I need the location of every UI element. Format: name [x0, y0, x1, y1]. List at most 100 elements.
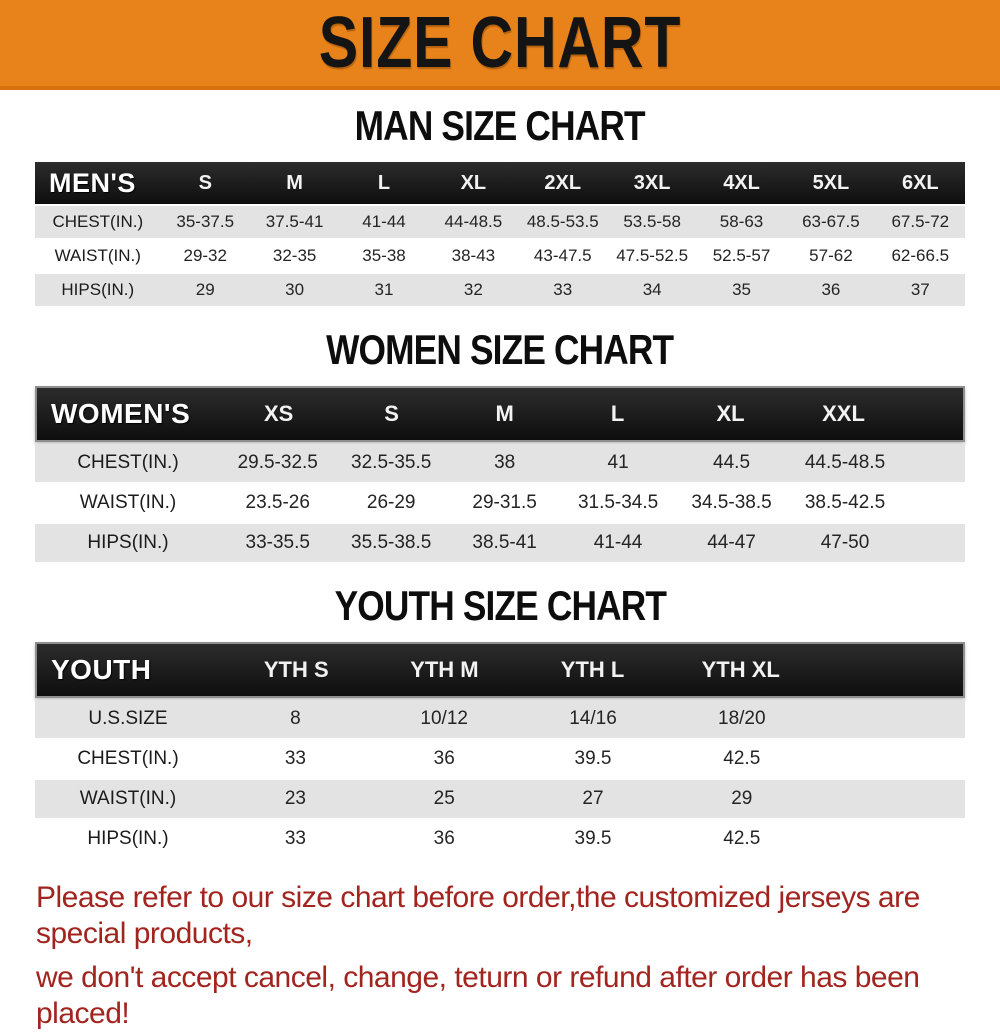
row-filler [816, 780, 965, 818]
measurement-value: 44-48.5 [444, 212, 503, 232]
measurement-value: 53.5-58 [623, 212, 681, 232]
row-label: HIPS(IN.) [87, 828, 169, 850]
size-column-header: XL [716, 401, 745, 427]
measurement-value: 67.5-72 [891, 212, 950, 232]
section-title-wrap: WOMEN SIZE CHART [0, 326, 1000, 374]
footer-notice: Please refer to our size chart before or… [36, 880, 1000, 1032]
row-label: CHEST(IN.) [52, 212, 144, 232]
row-filler [816, 700, 965, 738]
measurement-value: 43-47.5 [533, 246, 592, 266]
measurement-value: 27 [582, 788, 604, 810]
measurement-value: 35-37.5 [176, 212, 235, 232]
section-title: WOMEN SIZE CHART [326, 326, 674, 374]
measurement-value: 41-44 [593, 532, 643, 554]
size-chart-section: WOMEN SIZE CHART WOMEN'S XS S M L XL XXL CHEST(I… [0, 326, 1000, 563]
row-filler [902, 524, 965, 562]
table-category-label: MEN'S [49, 167, 136, 198]
measurement-value: 41 [607, 452, 629, 474]
measurement-value: 35.5-38.5 [351, 532, 432, 554]
measurement-value: 23 [284, 788, 306, 810]
measurement-value: 47.5-52.5 [616, 246, 689, 266]
table-header-row: WOMEN'S XS S M L XL XXL [35, 386, 965, 443]
measurement-value: 42.5 [723, 828, 761, 850]
table-row: HIPS(IN.) 33 36 39.5 42.5 [35, 820, 965, 859]
row-filler [902, 484, 965, 522]
measurement-value: 25 [433, 788, 455, 810]
measurement-value: 36 [821, 280, 841, 300]
measurement-value: 36 [433, 748, 455, 770]
size-chart-sections: MAN SIZE CHART MEN'S S M L XL 2XL 3XL 4XL 5XL 6XL C… [0, 102, 1000, 859]
notice-line-1: Please refer to our size chart before or… [36, 881, 920, 951]
size-column-header: YTH XL [701, 657, 780, 683]
header-filler [815, 644, 963, 696]
table-category-label: WOMEN'S [51, 398, 191, 430]
measurement-value: 39.5 [574, 748, 612, 770]
size-column-header: M [495, 401, 514, 427]
measurement-value: 38 [494, 452, 516, 474]
table-row: HIPS(IN.) 29 30 31 32 33 34 35 36 37 [35, 274, 965, 307]
table-row: WAIST(IN.) 23.5-26 26-29 29-31.5 31.5-34.5 34… [35, 484, 965, 523]
size-column-header: 3XL [633, 171, 671, 194]
measurement-value: 26-29 [366, 492, 416, 514]
measurement-value: 29 [731, 788, 753, 810]
size-column-header: YTH M [410, 657, 479, 683]
size-column-header: XS [263, 401, 294, 427]
table-row: WAIST(IN.) 23 25 27 29 [35, 780, 965, 819]
table-row: HIPS(IN.) 33-35.5 35.5-38.5 38.5-41 41-44 44-… [35, 524, 965, 563]
size-column-header: XXL [822, 401, 865, 427]
measurement-value: 30 [285, 280, 305, 300]
table-header-row: YOUTH YTH S YTH M YTH L YTH XL [35, 642, 965, 699]
measurement-value: 32.5-35.5 [351, 452, 432, 474]
measurement-value: 29-32 [183, 246, 227, 266]
measurement-value: 35 [732, 280, 751, 300]
size-column-header: 5XL [812, 171, 850, 194]
size-table: YOUTH YTH S YTH M YTH L YTH XL U.S.SIZE 8 10/12… [35, 642, 965, 859]
measurement-value: 34.5-38.5 [691, 492, 772, 514]
measurement-value: 38.5-42.5 [804, 492, 886, 514]
measurement-value: 8 [290, 708, 301, 730]
size-column-header: M [286, 171, 303, 194]
size-column-header: 4XL [723, 171, 760, 194]
table-row: CHEST(IN.) 29.5-32.5 32.5-35.5 38 41 44.5 44.5… [35, 444, 965, 483]
measurement-value: 29 [195, 280, 215, 300]
measurement-value: 35-38 [362, 246, 406, 266]
measurement-value: 41-44 [362, 212, 406, 232]
size-column-header: S [198, 171, 212, 194]
section-title: MAN SIZE CHART [354, 102, 646, 149]
measurement-value: 37 [910, 280, 930, 300]
measurement-value: 33 [284, 748, 306, 770]
section-title: YOUTH SIZE CHART [334, 582, 666, 630]
measurement-value: 44.5-48.5 [804, 452, 886, 474]
size-column-header: 2XL [544, 171, 582, 194]
measurement-value: 57-62 [809, 246, 853, 266]
measurement-value: 32-35 [272, 246, 317, 266]
measurement-value: 14/16 [569, 708, 617, 730]
measurement-value: 47-50 [820, 532, 870, 554]
row-label: WAIST(IN.) [54, 246, 141, 266]
measurement-value: 44-47 [707, 532, 756, 554]
table-row: WAIST(IN.) 29-32 32-35 35-38 38-43 43-47.5 47.… [35, 240, 965, 273]
measurement-value: 63-67.5 [802, 212, 860, 232]
notice-line-2: we don't accept cancel, change, teturn o… [36, 961, 920, 1031]
section-title-wrap: MAN SIZE CHART [0, 102, 1000, 149]
row-label: WAIST(IN.) [79, 492, 177, 514]
table-header-row: MEN'S S M L XL 2XL 3XL 4XL 5XL 6XL [35, 162, 965, 205]
row-filler [816, 740, 965, 778]
measurement-value: 33-35.5 [245, 532, 310, 554]
size-table: WOMEN'S XS S M L XL XXL CHEST(IN.) 29.5-32.5 32.5… [35, 386, 965, 563]
row-label: U.S.SIZE [88, 708, 168, 730]
measurement-value: 38-43 [451, 246, 496, 266]
row-filler [816, 820, 965, 858]
row-label: CHEST(IN.) [77, 748, 179, 770]
table-row: CHEST(IN.) 35-37.5 37.5-41 41-44 44-48.5 48.5… [35, 206, 965, 239]
size-column-header: YTH L [560, 657, 625, 683]
size-column-header: S [384, 401, 399, 427]
measurement-value: 44.5 [713, 452, 751, 474]
measurement-value: 31.5-34.5 [577, 492, 659, 514]
banner: SIZE CHART [0, 0, 1000, 90]
measurement-value: 10/12 [420, 708, 468, 730]
size-table: MEN'S S M L XL 2XL 3XL 4XL 5XL 6XL CHEST(IN.) 35-37… [35, 162, 965, 307]
measurement-value: 39.5 [574, 828, 612, 850]
row-label: CHEST(IN.) [77, 452, 179, 474]
